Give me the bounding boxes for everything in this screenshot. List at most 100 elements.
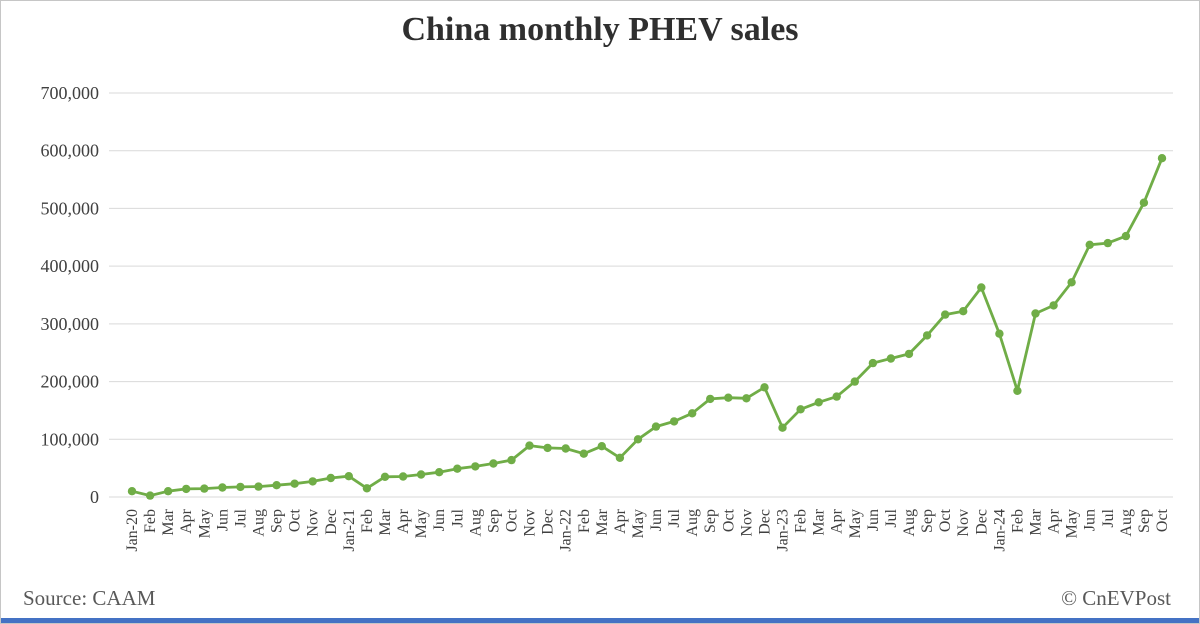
data-point bbox=[1103, 238, 1113, 248]
data-point bbox=[688, 409, 697, 418]
data-point bbox=[922, 331, 932, 340]
x-tick-label: May bbox=[196, 509, 213, 538]
x-tick-label: Jun bbox=[648, 509, 665, 531]
chart-footer: Source: CAAM © CnEVPost bbox=[23, 586, 1171, 611]
x-tick-label: Feb bbox=[576, 509, 593, 533]
x-tick-label: Apr bbox=[395, 508, 412, 534]
data-point bbox=[200, 484, 209, 493]
data-point bbox=[814, 398, 823, 407]
x-tick-label: Oct bbox=[937, 508, 954, 532]
x-tick-label: Jun bbox=[431, 509, 448, 531]
data-point bbox=[163, 487, 173, 496]
phev-sales-line-chart: 0 100,000 200,000 300,000 400,000 500,000 600,… bbox=[41, 83, 1173, 552]
x-tick-label: Dec bbox=[757, 509, 774, 535]
x-tick-label: Mar bbox=[811, 508, 828, 535]
x-tick-label: Jan-23 bbox=[775, 509, 792, 552]
x-tick-label: Feb bbox=[793, 509, 810, 533]
x-tick-label: Apr bbox=[612, 508, 629, 534]
data-point bbox=[380, 472, 390, 481]
x-tick-label: Aug bbox=[251, 509, 268, 537]
data-point bbox=[398, 472, 408, 481]
data-point bbox=[561, 444, 570, 453]
x-tick-label: Mar bbox=[594, 508, 611, 535]
data-point bbox=[326, 473, 335, 483]
x-tick-label: Aug bbox=[467, 509, 484, 537]
x-tick-label: Jul bbox=[232, 508, 249, 527]
data-point bbox=[669, 417, 679, 426]
data-point bbox=[308, 477, 317, 486]
y-tick-label: 700,000 bbox=[41, 83, 100, 103]
x-tick-label: Mar bbox=[1028, 508, 1045, 535]
data-point bbox=[254, 482, 263, 491]
x-tick-label: Sep bbox=[919, 509, 936, 533]
data-point bbox=[959, 307, 968, 316]
x-tick-label: Jan-21 bbox=[341, 509, 358, 552]
x-tick-label: Feb bbox=[1009, 509, 1026, 533]
data-point bbox=[344, 472, 353, 481]
data-point bbox=[904, 349, 914, 359]
x-tick-label: Dec bbox=[540, 509, 557, 535]
x-tick-label: Aug bbox=[684, 509, 701, 537]
data-point bbox=[525, 441, 534, 450]
x-tick-label: May bbox=[413, 509, 430, 538]
x-tick-label: May bbox=[630, 509, 647, 538]
data-point bbox=[778, 423, 787, 432]
data-point bbox=[416, 470, 426, 479]
y-tick-label: 600,000 bbox=[41, 141, 100, 161]
x-tick-label: Sep bbox=[269, 509, 286, 533]
x-tick-label: Nov bbox=[522, 509, 539, 537]
data-point bbox=[145, 491, 155, 500]
x-tick-label: Mar bbox=[377, 508, 394, 535]
x-tick-label: Jul bbox=[883, 508, 900, 527]
data-point bbox=[218, 483, 227, 492]
x-tick-label: Jun bbox=[865, 509, 882, 531]
data-point bbox=[1013, 386, 1022, 395]
data-point bbox=[290, 479, 299, 488]
data-point bbox=[1031, 309, 1040, 318]
data-point bbox=[471, 462, 480, 471]
data-point bbox=[362, 484, 372, 493]
x-tick-label: Aug bbox=[1118, 509, 1135, 537]
data-point bbox=[272, 481, 281, 490]
y-tick-label: 500,000 bbox=[41, 198, 100, 218]
data-point bbox=[796, 405, 805, 414]
x-tick-label: Dec bbox=[323, 509, 340, 535]
data-point bbox=[941, 310, 950, 319]
x-tick-label: Oct bbox=[504, 508, 521, 532]
data-point bbox=[597, 442, 606, 451]
data-point bbox=[868, 358, 878, 368]
x-tick-label: May bbox=[847, 509, 864, 538]
x-tick-label: Oct bbox=[720, 508, 737, 532]
data-point bbox=[127, 487, 137, 496]
x-tick-label: Apr bbox=[1046, 508, 1063, 534]
data-point bbox=[1139, 198, 1149, 207]
x-tick-label: Jun bbox=[214, 509, 231, 531]
data-point bbox=[543, 443, 552, 453]
data-point bbox=[760, 383, 769, 392]
y-tick-label: 100,000 bbox=[41, 429, 100, 449]
data-point bbox=[435, 468, 444, 477]
x-tick-label: Jan-22 bbox=[558, 509, 575, 552]
data-point bbox=[850, 377, 859, 386]
x-tick-label: Jan-24 bbox=[991, 509, 1008, 552]
x-tick-label: Jun bbox=[1082, 509, 1099, 531]
data-point bbox=[886, 354, 896, 363]
data-point bbox=[651, 422, 661, 431]
x-tick-label: Mar bbox=[160, 508, 177, 535]
data-point bbox=[706, 394, 715, 404]
y-tick-label: 400,000 bbox=[41, 256, 100, 276]
data-point bbox=[995, 329, 1004, 338]
x-tick-label: Oct bbox=[1154, 508, 1171, 532]
x-tick-label: Feb bbox=[359, 509, 376, 533]
brand-bottom-bar bbox=[1, 618, 1199, 623]
data-point bbox=[182, 484, 191, 494]
x-tick-label: Jul bbox=[449, 508, 466, 527]
data-point bbox=[1067, 278, 1076, 287]
y-tick-label: 200,000 bbox=[41, 372, 100, 392]
data-point bbox=[1085, 240, 1094, 249]
sales-line bbox=[131, 157, 1164, 498]
x-tick-label: Sep bbox=[702, 509, 719, 533]
x-tick-label: Sep bbox=[485, 509, 502, 533]
x-tick-label: Nov bbox=[955, 509, 972, 537]
